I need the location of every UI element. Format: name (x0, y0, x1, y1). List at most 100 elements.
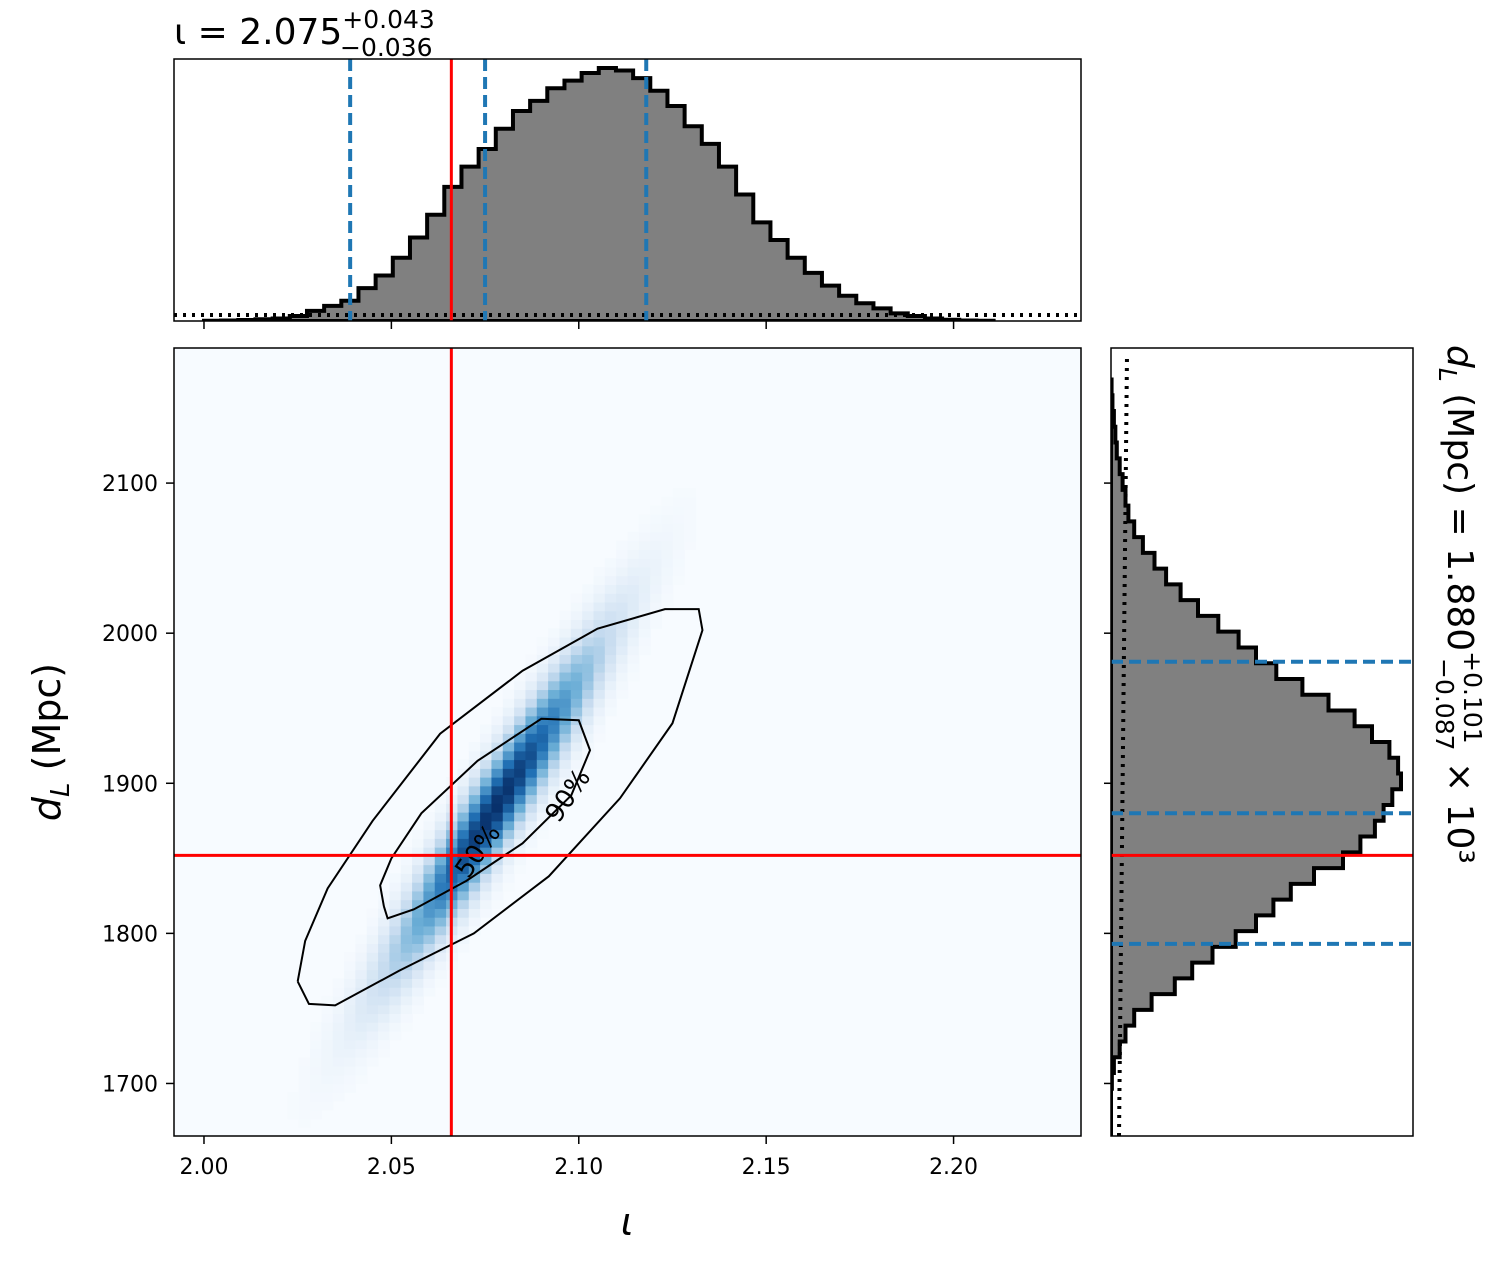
density-cell (638, 575, 651, 585)
density-cell (570, 759, 583, 769)
density-cell (457, 794, 470, 804)
density-cell (457, 803, 470, 813)
density-cell (480, 794, 493, 804)
density-cell (559, 645, 572, 656)
density-cell (514, 812, 527, 822)
density-cell (502, 873, 515, 883)
density-cell (287, 1100, 300, 1111)
density-cell (502, 820, 515, 831)
density-cell (559, 680, 572, 691)
density-cell (344, 969, 356, 979)
density-cell (627, 575, 640, 585)
density-cell (412, 864, 425, 874)
density-cell (559, 785, 572, 796)
density-cell (638, 628, 651, 638)
density-cell (570, 619, 583, 629)
density-cell (423, 873, 436, 883)
density-cell (616, 663, 629, 673)
density-cell (627, 628, 640, 638)
density-cell (593, 733, 606, 743)
density-cell (638, 540, 651, 550)
density-cell (559, 663, 572, 673)
density-cell (332, 1083, 345, 1093)
density-cell (310, 1092, 322, 1102)
density-cell (616, 636, 629, 647)
right-title-sup: +0.101 (1458, 651, 1487, 744)
density-cell (310, 1048, 322, 1058)
density-cell (480, 724, 493, 734)
density-cell (400, 934, 413, 944)
density-cell (344, 978, 356, 988)
density-cell (582, 601, 595, 612)
density-cell (480, 803, 493, 813)
density-cell (434, 873, 447, 883)
density-cell (400, 847, 413, 857)
right-marginal-title: dL (Mpc) = 1.880+0.101−0.087 × 10³ (1430, 345, 1487, 864)
density-cell (672, 523, 685, 533)
density-cell (604, 628, 617, 638)
density-cell (548, 777, 561, 787)
density-cell (412, 855, 425, 866)
density-cell (514, 864, 527, 874)
density-cell (604, 706, 617, 717)
density-cell (434, 952, 447, 962)
density-cell (502, 724, 515, 734)
density-cell (502, 882, 515, 892)
density-cell (672, 496, 685, 507)
density-cell (491, 899, 504, 909)
density-cell (559, 768, 572, 778)
density-cell (570, 698, 583, 708)
density-cell (525, 680, 538, 691)
density-cell (559, 610, 572, 621)
density-cell (400, 899, 413, 909)
density-cell (525, 671, 538, 682)
density-cell (627, 645, 640, 656)
density-cell (491, 847, 504, 857)
density-cell (389, 987, 402, 997)
density-cell (616, 558, 629, 568)
density-cell (298, 1109, 311, 1120)
density-cell (468, 899, 481, 909)
density-cell (412, 943, 425, 953)
density-cell (355, 1004, 368, 1015)
density-cell (321, 1065, 334, 1076)
x-tick-label: 2.15 (742, 1155, 791, 1180)
density-cell (468, 768, 481, 778)
density-cell (650, 514, 663, 524)
density-cell (412, 829, 425, 839)
density-cell (684, 523, 697, 533)
density-cell (502, 706, 515, 717)
density-cell (570, 742, 583, 752)
density-cell (570, 636, 583, 647)
density-cell (480, 838, 493, 848)
density-cell (661, 531, 674, 542)
density-cell (570, 610, 583, 621)
density-cell (514, 750, 527, 761)
density-cell (378, 1039, 391, 1050)
density-cell (650, 575, 663, 585)
density-cell (389, 899, 402, 909)
density-cell (525, 715, 538, 726)
density-cell (548, 768, 561, 778)
density-cell (457, 908, 470, 918)
density-cell (604, 698, 617, 708)
right-histogram-bars (1111, 377, 1403, 1136)
top-title-sup: +0.043 (342, 5, 435, 34)
density-cell (536, 742, 549, 752)
density-cell (548, 689, 561, 699)
density-cell (480, 882, 493, 892)
density-cell (593, 619, 606, 629)
density-cell (582, 645, 595, 656)
density-cell (593, 671, 606, 682)
density-cell (616, 628, 629, 638)
density-cell (434, 917, 447, 927)
density-cell (593, 584, 606, 594)
density-cell (672, 558, 685, 568)
density-cell (661, 496, 674, 507)
density-cell (321, 1030, 334, 1041)
density-cell (468, 838, 481, 848)
density-cell (604, 636, 617, 647)
density-cell (502, 689, 515, 699)
density-cell (400, 1022, 413, 1032)
density-cell (434, 812, 447, 822)
